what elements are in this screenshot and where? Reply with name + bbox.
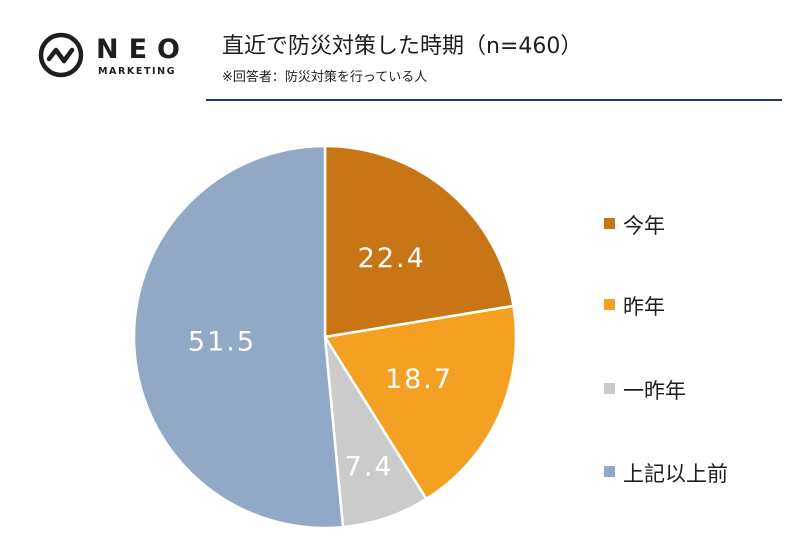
neo-marketing-logo: NEO MARKETING [38,32,198,84]
legend-swatch [604,466,615,477]
legend-label: 上記以上前 [623,462,728,486]
legend-item-last-year: 昨年 [604,291,794,319]
pie-label-year-before: 7.4 [345,452,394,483]
pie-label-earlier: 51.5 [188,326,256,357]
legend-swatch [604,383,615,394]
pie-slice-today [323,144,515,339]
pie-label-last-year: 18.7 [385,364,453,395]
legend-item-year-before: 一昨年 [604,375,794,403]
neo-logo-icon [38,32,84,78]
legend-item-today: 今年 [604,210,794,238]
legend-label: 昨年 [623,295,665,319]
title-underline [206,99,782,101]
pie-label-today: 22.4 [358,243,426,274]
chart-subtitle: ※回答者：防災対策を行っている人 [222,70,428,85]
legend-swatch [604,299,615,310]
legend-item-earlier: 上記以上前 [604,458,794,486]
legend-swatch [604,218,615,229]
chart-title: 直近で防災対策した時期（n=460） [222,34,583,59]
legend-label: 一昨年 [623,379,686,403]
brand-name: NEO [96,34,190,65]
brand-sub: MARKETING [98,66,177,77]
pie-slice-earlier [132,144,345,530]
legend-label: 今年 [623,214,665,238]
pie-slice-last-year [323,304,518,501]
